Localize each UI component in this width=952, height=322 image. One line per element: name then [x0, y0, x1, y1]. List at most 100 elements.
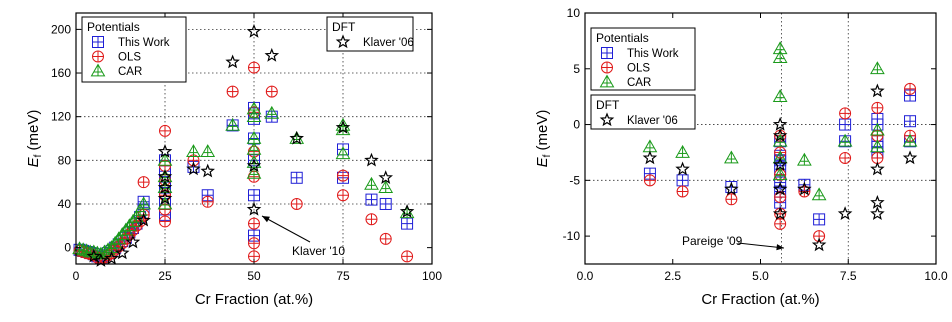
x-tick-label: 75: [336, 269, 350, 283]
data-point: [264, 47, 280, 62]
x-tick-label: 2.5: [664, 269, 681, 283]
series-klaver-06: [642, 83, 918, 252]
legend-swatch: [599, 112, 615, 127]
data-point: [772, 50, 788, 63]
y-tick-label: 5: [573, 62, 580, 76]
data-point: [904, 115, 917, 128]
x-axis-title: Cr Fraction (at.%): [701, 291, 819, 308]
legend-title: DFT: [332, 20, 356, 34]
series-ols: [643, 82, 917, 243]
data-point: [289, 130, 304, 145]
data-point: [246, 201, 262, 216]
y-axis-title: Ef (meV): [534, 110, 553, 168]
data-point: [870, 61, 885, 75]
data-point: [157, 169, 173, 183]
legend-entry: This Work: [627, 48, 679, 60]
x-tick-label: 50: [247, 269, 261, 283]
data-point: [811, 237, 827, 252]
data-point: [724, 181, 739, 196]
series-car: [72, 101, 415, 260]
y-tick-label: 10: [567, 6, 581, 20]
data-point: [772, 89, 788, 103]
data-point: [378, 170, 393, 184]
data-point: [365, 213, 378, 226]
data-point: [225, 54, 240, 69]
data-point: [200, 144, 216, 157]
data-point: [248, 237, 260, 250]
y-tick-label: -5: [569, 173, 580, 187]
legend-swatch: [90, 63, 106, 77]
data-point: [132, 203, 148, 216]
legend-title: Potentials: [87, 20, 140, 34]
legend-dft: DFT Klaver '06: [326, 16, 414, 52]
y-tick-label: 80: [58, 153, 72, 167]
y-tick-label: 0: [64, 241, 71, 255]
data-point: [675, 144, 690, 158]
data-point: [248, 217, 260, 230]
legend-potentials: Potentials This Work OLS CAR: [590, 27, 696, 91]
legend-entry: OLS: [118, 52, 141, 64]
data-point: [200, 163, 215, 178]
data-point: [378, 180, 394, 193]
data-point: [337, 169, 349, 182]
legend-swatch: [601, 61, 613, 74]
legend-swatch: [601, 47, 613, 59]
x-tick-label: 10.0: [924, 269, 948, 283]
data-point: [136, 196, 152, 210]
series-car: [642, 41, 918, 201]
legend-swatch: [335, 34, 351, 49]
y-axis-unit: (meV): [25, 110, 42, 155]
y-tick-label: 40: [58, 197, 72, 211]
legend-entry: Klaver '06: [363, 37, 414, 49]
legend-frame: [81, 16, 187, 83]
y-axis-symbol: E: [25, 156, 42, 167]
y-tick-label: 120: [51, 110, 71, 124]
left-chart: 0 25 50 75 100 0 40 80 120 160 200 Cr Fraction (at.…: [25, 12, 442, 308]
data-point: [813, 230, 826, 243]
y-axis-unit: (meV): [534, 110, 551, 155]
data-point: [870, 139, 885, 153]
data-point: [364, 152, 379, 167]
data-point: [837, 133, 853, 147]
data-point: [379, 197, 392, 210]
data-point: [335, 146, 351, 160]
data-point: [401, 217, 414, 230]
annotation-arrowhead: [262, 216, 270, 223]
data-point: [772, 181, 788, 196]
data-point: [642, 139, 658, 153]
y-tick-label: 200: [51, 22, 71, 36]
data-point: [642, 150, 658, 165]
data-point: [797, 152, 812, 166]
data-point: [871, 101, 884, 114]
data-point: [774, 217, 787, 230]
y-tick-label: 0: [573, 118, 580, 132]
legend-potentials: Potentials This Work OLS CAR: [81, 16, 187, 83]
x-tick-label: 25: [158, 269, 172, 283]
data-point: [379, 232, 392, 245]
legend-swatch: [599, 74, 615, 88]
data-point: [902, 133, 918, 147]
data-point: [772, 133, 788, 147]
data-point: [246, 158, 262, 172]
data-point: [104, 250, 119, 265]
annotation-arrow: [737, 242, 785, 249]
legend-title: DFT: [596, 98, 620, 112]
legend-entry: OLS: [627, 63, 650, 75]
data-point: [870, 161, 885, 176]
x-tick-label: 0.0: [577, 269, 594, 283]
data-point: [335, 119, 351, 134]
data-point: [201, 195, 214, 208]
data-point: [724, 150, 739, 164]
data-point: [839, 118, 852, 131]
data-point: [643, 174, 656, 187]
data-point: [157, 152, 173, 166]
y-tick-label: -10: [563, 229, 581, 243]
right-chart: 0.0 2.5 5.0 7.5 10.0 10 5 0 -5 -10 Cr Fraction (at…: [534, 6, 948, 308]
data-point: [399, 205, 415, 219]
data-point: [246, 141, 262, 155]
data-point: [136, 212, 151, 227]
data-point: [837, 206, 853, 220]
annotation-arrowhead: [776, 244, 784, 251]
data-point: [290, 197, 303, 210]
data-point: [870, 122, 885, 136]
